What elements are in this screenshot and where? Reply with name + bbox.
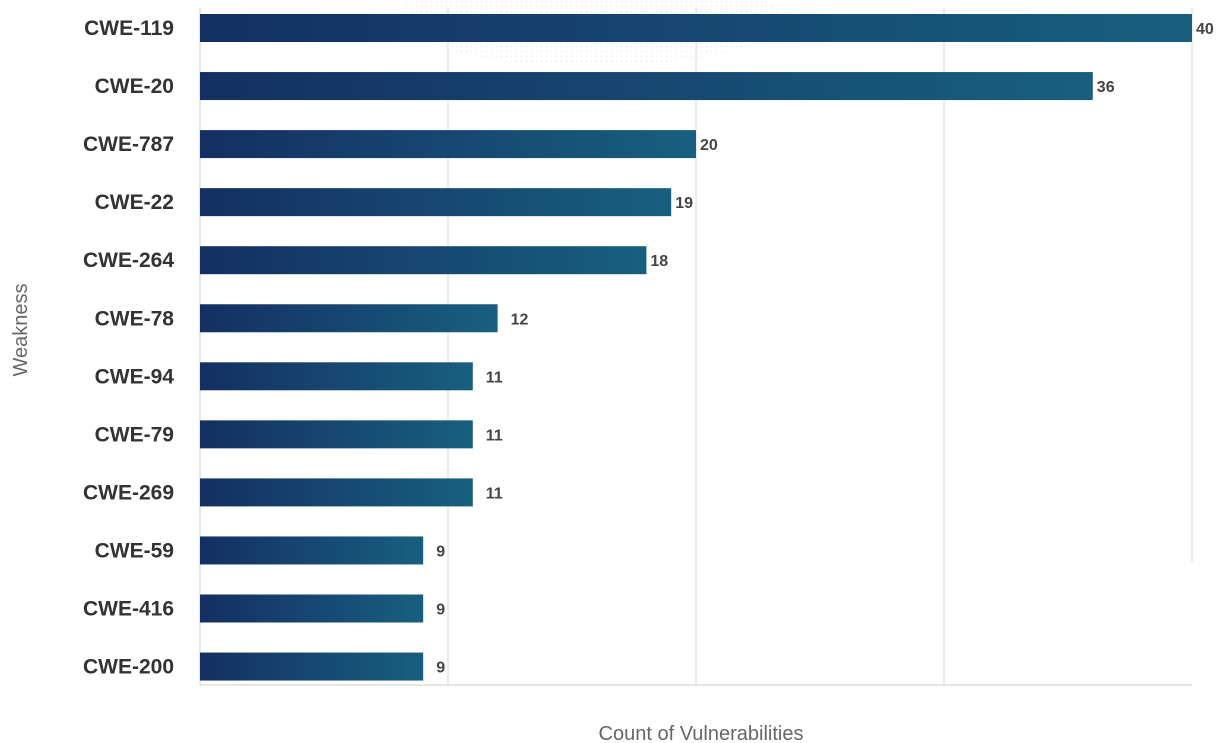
- category-label: CWE-22: [95, 191, 174, 214]
- bar-cwe-78: [200, 304, 498, 333]
- value-label: 20: [700, 137, 718, 154]
- bars: [200, 14, 1192, 681]
- bar-cwe-22: [200, 188, 672, 217]
- bar-cwe-416: [200, 594, 424, 623]
- category-label: CWE-78: [95, 307, 175, 330]
- category-label: CWE-787: [83, 133, 174, 156]
- category-label: CWE-79: [95, 423, 174, 446]
- value-label: 19: [675, 195, 693, 212]
- category-label: CWE-119: [84, 17, 174, 40]
- value-label: 11: [486, 369, 503, 386]
- value-label: 9: [436, 602, 445, 619]
- category-label: CWE-264: [83, 249, 174, 272]
- value-label: 9: [436, 660, 445, 677]
- bar-cwe-20: [200, 72, 1093, 101]
- value-label: 18: [650, 253, 668, 270]
- value-label: 9: [436, 543, 445, 560]
- category-label: CWE-200: [83, 656, 174, 679]
- value-label: 11: [486, 485, 503, 502]
- category-label: CWE-59: [95, 539, 174, 562]
- bar-cwe-119: [200, 14, 1192, 42]
- bar-cwe-79: [200, 420, 473, 449]
- category-label: CWE-269: [83, 481, 174, 504]
- value-label: 36: [1097, 79, 1115, 96]
- bar-cwe-94: [200, 362, 473, 391]
- value-label: 40: [1196, 21, 1214, 38]
- category-label: CWE-94: [95, 365, 175, 388]
- category-label: CWE-416: [83, 598, 174, 621]
- category-label: CWE-20: [95, 75, 174, 98]
- bar-cwe-787: [200, 130, 696, 159]
- x-axis-title: Count of Vulnerabilities: [599, 723, 804, 743]
- value-label: 12: [511, 311, 529, 328]
- bar-cwe-200: [200, 652, 424, 681]
- gridlines: [199, 8, 1193, 686]
- value-label: 11: [486, 427, 503, 444]
- bar-cwe-269: [200, 478, 473, 507]
- bar-cwe-264: [200, 246, 647, 275]
- y-axis-title: Weakness: [10, 283, 32, 376]
- bar-cwe-59: [200, 536, 424, 565]
- category-labels: CWE-119 CWE-20 CWE-787 CWE-22 CWE-264 CWE-78 C…: [83, 17, 174, 679]
- value-labels: 40 36 20 19 18 12 11 11 11 9 9 9: [436, 21, 1214, 677]
